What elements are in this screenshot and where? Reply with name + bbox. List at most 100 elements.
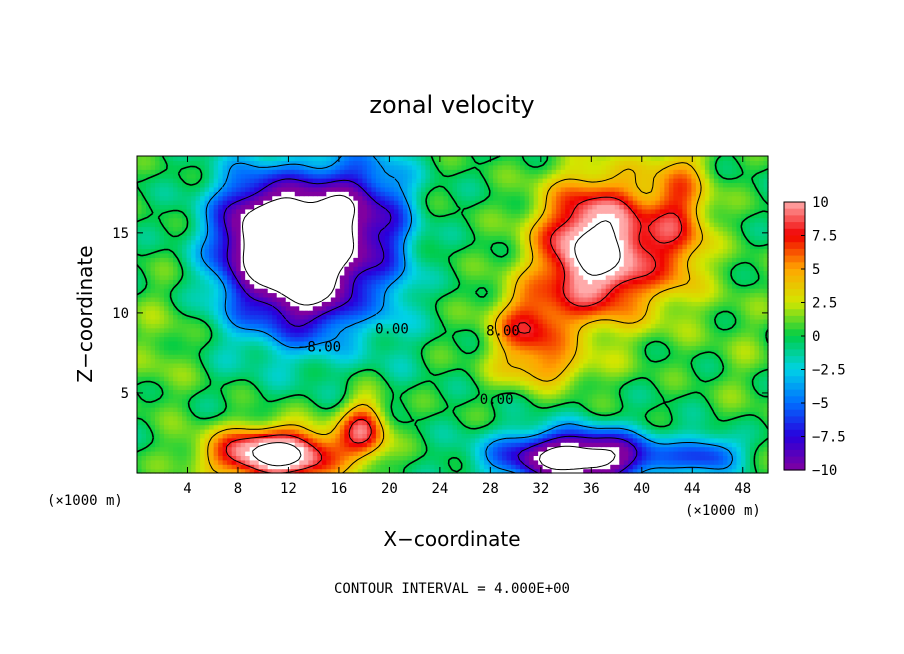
- field-cell: [488, 362, 494, 368]
- field-cell: [542, 415, 548, 421]
- field-cell: [718, 323, 724, 329]
- field-cell: [754, 442, 760, 448]
- field-cell: [357, 446, 363, 452]
- field-cell: [713, 332, 720, 338]
- field-cell: [502, 402, 508, 408]
- field-cell: [574, 450, 580, 456]
- field-cell: [281, 371, 287, 377]
- field-cell: [461, 450, 467, 456]
- field-cell: [745, 376, 751, 382]
- field-cell: [758, 323, 765, 329]
- field-cell: [524, 450, 530, 456]
- field-cell: [605, 428, 611, 434]
- field-cell: [493, 402, 499, 408]
- field-cell: [380, 446, 386, 452]
- field-cell: [677, 420, 683, 426]
- field-cell: [574, 371, 580, 377]
- field-cell: [686, 398, 692, 404]
- field-cell: [249, 464, 255, 470]
- field-cell: [339, 450, 345, 456]
- field-cell: [312, 376, 318, 382]
- field-cell: [236, 450, 242, 456]
- field-cell: [502, 424, 508, 430]
- field-cell: [195, 442, 201, 448]
- field-cell: [159, 415, 165, 421]
- field-cell: [195, 446, 201, 452]
- field-cell: [488, 332, 494, 338]
- field-cell: [411, 380, 418, 386]
- field-cell: [484, 323, 490, 329]
- field-cell: [447, 354, 454, 360]
- field-cell: [479, 327, 485, 333]
- field-cell: [240, 336, 246, 342]
- field-cell: [389, 433, 395, 439]
- field-cell: [290, 424, 296, 430]
- field-cell: [623, 393, 629, 399]
- field-cell: [285, 389, 291, 395]
- field-cell: [231, 433, 237, 439]
- field-cell: [182, 415, 188, 421]
- field-cell: [722, 393, 729, 399]
- field-cell: [348, 362, 354, 368]
- field-cell: [700, 354, 706, 360]
- field-cell: [344, 459, 350, 465]
- field-cell: [159, 450, 165, 456]
- field-cell: [285, 345, 291, 351]
- field-cell: [587, 340, 593, 346]
- field-cell: [533, 323, 539, 329]
- field-cell: [506, 393, 512, 399]
- field-cell: [186, 389, 192, 395]
- field-cell: [542, 354, 548, 360]
- field-cell: [547, 367, 553, 373]
- field-cell: [511, 415, 517, 421]
- field-cell: [565, 464, 571, 470]
- field-cell: [236, 380, 242, 386]
- field-cell: [267, 402, 273, 408]
- field-cell: [493, 459, 499, 465]
- field-cell: [623, 468, 629, 474]
- field-cell: [695, 411, 701, 417]
- field-cell: [146, 345, 152, 351]
- field-cell: [231, 354, 237, 360]
- field-cell: [272, 362, 278, 368]
- field-cell: [137, 406, 143, 412]
- field-cell: [488, 437, 494, 443]
- field-cell: [574, 376, 580, 382]
- field-cell: [520, 411, 526, 417]
- field-cell: [700, 424, 706, 430]
- field-cell: [655, 336, 661, 342]
- field-cell: [438, 327, 445, 333]
- field-cell: [177, 314, 183, 320]
- field-cell: [375, 420, 381, 426]
- field-cell: [628, 332, 634, 338]
- field-cell: [366, 415, 372, 421]
- field-cell: [511, 446, 517, 452]
- field-cell: [191, 420, 197, 426]
- field-cell: [709, 332, 715, 338]
- field-cell: [200, 428, 206, 434]
- field-cell: [362, 389, 368, 395]
- field-cell: [443, 437, 449, 443]
- field-cell: [727, 318, 733, 324]
- field-cell: [330, 376, 336, 382]
- field-cell: [574, 380, 580, 386]
- field-cell: [353, 406, 359, 412]
- field-cell: [195, 393, 201, 399]
- field-cell: [258, 411, 264, 417]
- field-cell: [713, 362, 720, 368]
- field-cell: [659, 345, 665, 351]
- field-cell: [524, 362, 530, 368]
- field-cell: [146, 459, 152, 465]
- field-cell: [249, 402, 255, 408]
- field-cell: [587, 336, 593, 342]
- field-cell: [416, 358, 422, 364]
- field-cell: [533, 327, 539, 333]
- field-cell: [303, 464, 309, 470]
- field-cell: [506, 376, 512, 382]
- field-cell: [303, 437, 309, 443]
- field-cell: [339, 428, 345, 434]
- field-cell: [254, 446, 260, 452]
- field-cell: [177, 402, 183, 408]
- field-cell: [200, 402, 206, 408]
- field-cell: [326, 402, 332, 408]
